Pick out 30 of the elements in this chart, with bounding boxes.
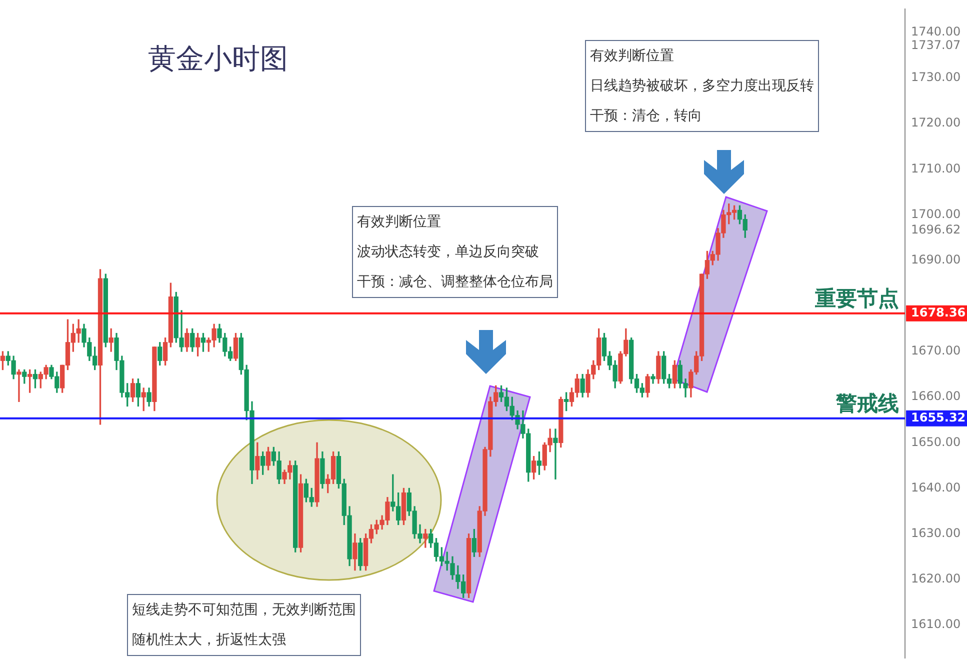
annotation: 干预：清仓，转向	[590, 107, 703, 126]
annotation: 有效判断位置	[590, 47, 675, 66]
text: 黄金小时图	[148, 41, 288, 77]
ref-line-label: 警戒线	[835, 391, 899, 416]
y-tick-label: 1696.62	[911, 222, 961, 236]
y-tick-label: 1737.07	[911, 38, 961, 52]
y-tick-label: 1660.00	[911, 389, 961, 404]
annotation: 波动状态转变，单边反向突破	[357, 243, 540, 262]
y-tick-label: 1690.00	[911, 252, 961, 266]
annotation: 随机性太大，折返性太强	[132, 631, 287, 650]
annotation: 日线趋势被破坏，多空力度出现反转	[590, 77, 814, 96]
y-tick-label: 1720.00	[911, 116, 961, 130]
y-tick-label: 1640.00	[911, 480, 961, 494]
y-tick-label: 1610.00	[911, 617, 961, 632]
ref-line-label: 重要节点	[814, 286, 899, 310]
y-tick-label: 1620.00	[911, 572, 961, 586]
y-tick-label: 1710.00	[911, 161, 961, 176]
y-tick-label: 1650.00	[911, 434, 961, 449]
y-tick-label: 1678.36	[911, 306, 966, 320]
candlestick	[16, 369, 22, 402]
annotation: 短线走势不可知范围，无效判断范围	[132, 601, 356, 620]
candlestick	[553, 428, 558, 480]
y-tick-label: 1630.00	[911, 526, 961, 540]
y-tick-label: 1655.32	[911, 410, 966, 425]
y-tick-label: 1740.00	[911, 24, 961, 39]
y-tick-label: 1700.00	[911, 206, 961, 221]
y-tick-label: 1670.00	[911, 344, 961, 358]
y-tick-label: 1730.00	[911, 70, 961, 84]
annotation: 有效判断位置	[357, 213, 442, 232]
annotation: 干预：减仓、调整整体仓位布局	[357, 273, 553, 292]
